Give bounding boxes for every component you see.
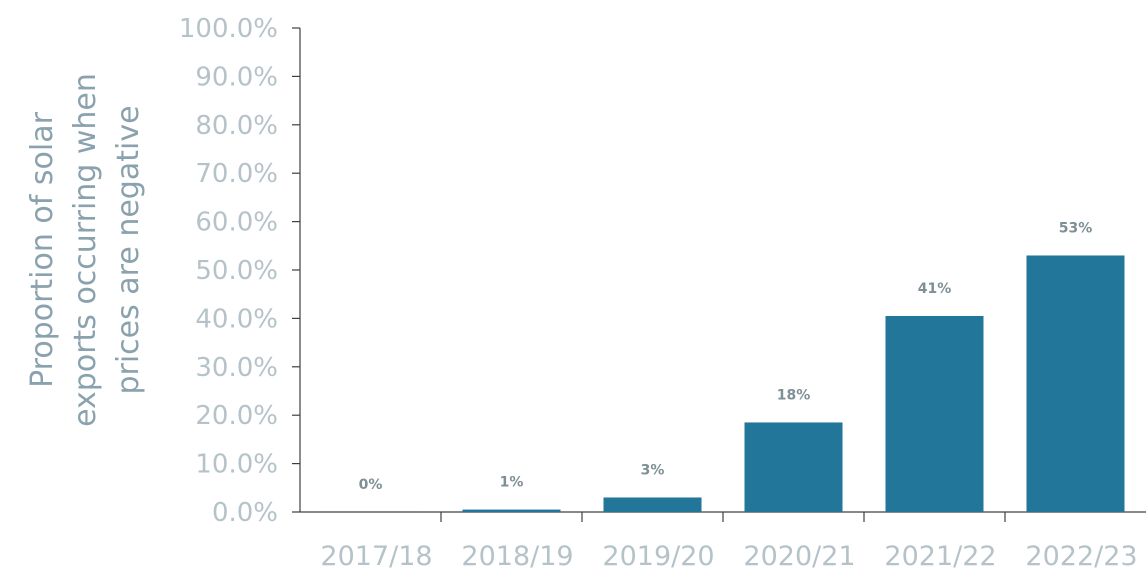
- y-axis-label: Proportion of solar exports occurring whe…: [25, 73, 146, 427]
- axes: [292, 27, 1146, 522]
- x-tick-label: 2017/18: [320, 541, 432, 572]
- bar: [1026, 255, 1125, 513]
- x-tick-label: 2018/19: [461, 541, 573, 572]
- y-axis-label-line: prices are negative: [111, 105, 146, 394]
- data-label: 18%: [777, 387, 811, 403]
- y-tick-label: 0.0%: [212, 498, 278, 528]
- y-tick-label: 40.0%: [195, 304, 278, 334]
- bar: [744, 422, 843, 512]
- x-axis-ticks: 2017/18 2018/19 2019/20 2020/21 2021/22 2022/…: [320, 541, 1137, 572]
- y-axis-ticks: 0.0% 10.0% 20.0% 30.0% 40.0% 50.0% 60.0% 70.0% 8…: [179, 14, 278, 528]
- data-label: 53%: [1059, 220, 1093, 236]
- bar: [603, 497, 702, 512]
- data-label: 1%: [500, 475, 524, 491]
- x-tick-label: 2020/21: [743, 541, 855, 572]
- y-axis-label-line: exports occurring when: [68, 73, 103, 427]
- data-label: 3%: [641, 462, 665, 478]
- y-axis-label-line: Proportion of solar: [25, 111, 60, 387]
- data-labels: 0% 1% 3% 18% 41% 53%: [359, 220, 1093, 493]
- y-tick-label: 70.0%: [195, 159, 278, 189]
- bar: [462, 509, 561, 512]
- x-tick-label: 2022/23: [1025, 541, 1137, 572]
- data-label: 0%: [359, 477, 383, 493]
- x-tick-label: 2019/20: [602, 541, 714, 572]
- bar: [885, 315, 984, 512]
- y-tick-label: 90.0%: [195, 62, 278, 92]
- data-label: 41%: [918, 281, 952, 297]
- y-tick-label: 80.0%: [195, 111, 278, 141]
- y-tick-label: 60.0%: [195, 208, 278, 238]
- x-tick-label: 2021/22: [884, 541, 996, 572]
- y-tick-label: 50.0%: [195, 256, 278, 286]
- y-tick-label: 100.0%: [179, 14, 278, 44]
- y-tick-label: 20.0%: [195, 401, 278, 431]
- y-tick-label: 10.0%: [195, 450, 278, 480]
- y-tick-label: 30.0%: [195, 353, 278, 383]
- bars: [321, 255, 1125, 513]
